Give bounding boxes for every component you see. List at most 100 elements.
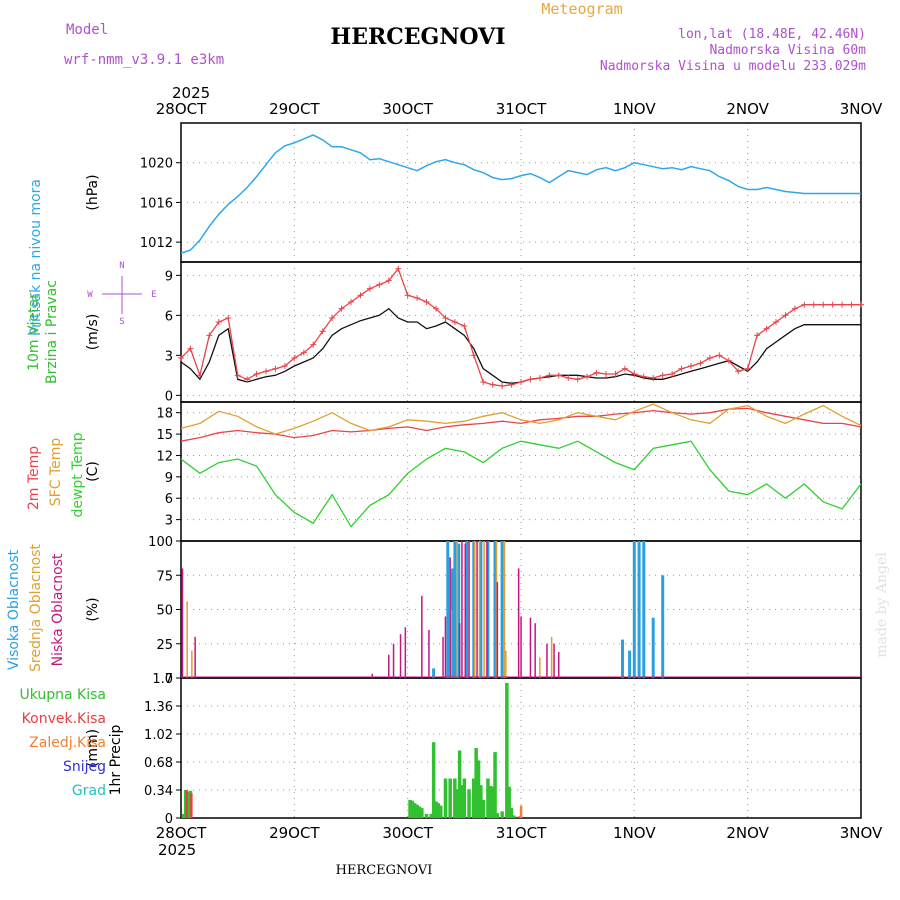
precip-total-bar [479,785,483,818]
x-tick-label-bottom: 3NOV [840,824,883,842]
x-tick-label-top: 3NOV [840,100,883,118]
cloud-low-bar [464,543,466,678]
wind-gust-point [263,368,269,375]
y-tick-label: 12 [156,449,173,464]
axes-group [176,122,862,819]
wind-gust-point [839,301,846,308]
cloud-mid-bar [495,541,498,678]
precip-total-bar [443,778,448,818]
precip-total-bar [431,742,436,818]
wind-gust-point [338,305,345,312]
wind-gust-point [480,379,487,385]
wind-gust-point [603,371,609,377]
wind-gust-point [470,352,477,359]
wind-gust-point [716,352,723,359]
wind-gust-point [858,301,864,308]
cloud-mid-bar [450,609,452,678]
year-bottom: 2025 [158,841,196,859]
cloud-mid-bar [478,541,481,678]
wind-gust-point [319,328,326,335]
wind-gust-point [782,312,789,319]
cloud-high-bar [621,639,624,678]
y-tick-label: 1020 [140,157,173,172]
precip-total-bar [500,811,504,818]
wind-gust-point [659,372,666,379]
pressure-line [180,134,861,254]
cloud-low-bar [421,595,423,678]
precip-conv-bar [190,793,193,818]
wind-gust-point [281,363,288,369]
cloud-low-bar [181,568,184,678]
y-tick-label: 3 [165,349,173,364]
wind-gust-point [584,373,591,380]
cloud-low-bar [458,623,461,678]
x-tick-label-top: 1NOV [613,100,656,118]
x-tick-label-bottom: 31OCT [496,824,547,842]
wind-gust-point [178,355,184,361]
precip-total-bar [420,808,424,818]
wind-gust-point [621,365,628,372]
cloud-high-bar [432,668,436,678]
precip-total-bar [507,786,511,818]
precip-conv-bar [185,790,188,818]
wind-gust-point [395,265,402,272]
precip-total-bar [413,803,417,818]
wind-gust-point [631,371,638,377]
cloud-high-bar [465,541,469,678]
wind-gust-point [433,305,439,312]
y-sub2-label: dewpt Temp [70,432,86,517]
cloud-high-bar [500,541,504,678]
wind-gust-point [527,376,534,383]
y-tick-label: 0 [165,389,173,404]
precip-total-bar [408,799,412,818]
y-tick-label: 1016 [140,196,173,211]
x-tick-label-top: 29OCT [269,100,320,118]
wind-gust-point [508,381,515,388]
precip-total-bar [457,750,462,818]
cloud-high-bar [661,575,665,679]
y-tick-label: 0.34 [144,784,173,799]
x-tick-label-top: 2NOV [726,100,769,118]
year-top: 2025 [172,84,210,102]
wind-gust-point [404,292,411,299]
wind-gust-point [763,325,770,332]
compass-n-label: N [119,261,124,271]
precip-total-bar [474,748,478,818]
cloud-low-bar [546,643,548,679]
precip-total-bar [448,778,452,818]
cloud-high-bar [632,541,636,678]
x-tick-label-top: 30OCT [382,100,433,118]
cloud-mid-bar [474,541,476,678]
x-tick-label-top: 31OCT [496,100,547,118]
cloud-low-bar [529,617,532,678]
cloud-high-bar [453,541,457,678]
x-tick-label-bottom: 2NOV [726,824,769,842]
precip-total-bar [453,778,457,818]
cloud-low-bar [520,616,522,678]
precip-total-bar [417,806,422,818]
wind-gust-point [423,299,430,305]
wind-gust-point [744,365,751,372]
wind-gust-point [773,319,779,325]
x-tick-label-bottom: 30OCT [382,824,433,842]
cloud-high-bar [628,650,632,678]
y-main-label: Visoka Oblacnost [6,549,22,670]
y-unit-label: (%) [85,597,101,621]
y-main-label: 1hr Precip [108,725,124,796]
y-tick-label: 1.36 [144,700,173,715]
compass-e-label: E [151,290,156,300]
cloud-mid-bar [505,650,507,678]
wind-gust-point [518,379,524,385]
compass-s-label: S [119,317,124,327]
wind-gust-point [754,332,761,339]
wind-gust-point [678,365,685,372]
y-main-label: 10m Vjetar [26,293,42,371]
cloud-mid-bar [456,541,458,678]
cloud-high-bar [479,541,483,678]
precip-total-bar [490,786,495,818]
precip-total-bar [186,791,190,818]
precip-total-bar [495,813,500,818]
wind-gust-point [461,323,468,329]
cloud-low-bar [476,541,478,678]
wind-gust-point [555,372,562,379]
